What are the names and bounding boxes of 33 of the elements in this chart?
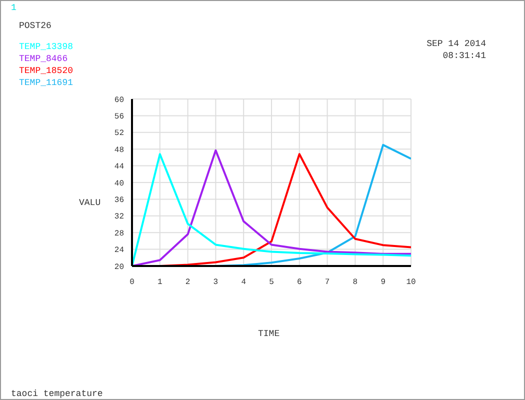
x-tick-label: 6 [296,278,302,287]
text: SEP 14 2014 [426,39,486,49]
text: TEMP_11691 [19,77,74,89]
text: POST26 [19,21,52,31]
y-tick-label: 24 [114,246,124,256]
text: TEMP_8466 [19,53,69,65]
text: 1 [11,3,16,13]
y-tick-label: 28 [114,229,124,238]
y-tick-label: 56 [114,112,124,122]
x-tick-label: 2 [185,278,190,287]
y-tick-label: 36 [114,196,124,206]
y-tick-label: 40 [114,179,124,188]
y-tick-label: 44 [114,162,124,172]
y-tick-label: 20 [114,262,124,272]
x-tick-label: 0 [130,278,135,287]
x-tick-label: 9 [380,278,386,287]
y-tick-label: 48 [114,146,124,155]
y-tick-label: 32 [114,212,124,222]
x-tick-label: 3 [213,278,218,287]
x-tick-label: 5 [269,278,274,287]
x-tick-label: 7 [324,278,330,287]
x-tick-label: 10 [406,278,416,287]
text: taoci temperature [11,389,103,399]
x-tick-label: 4 [241,278,246,287]
x-tick-label: 1 [157,278,162,287]
text: TEMP_13398 [19,41,74,53]
y-axis-title: VALU [79,198,101,208]
text: 08:31:41 [442,51,486,61]
x-tick-label: 8 [352,278,358,287]
x-axis-title: TIME [258,329,280,339]
y-tick-label: 52 [114,129,124,138]
y-tick-label: 60 [114,96,124,105]
text: TEMP_18520 [19,65,74,77]
